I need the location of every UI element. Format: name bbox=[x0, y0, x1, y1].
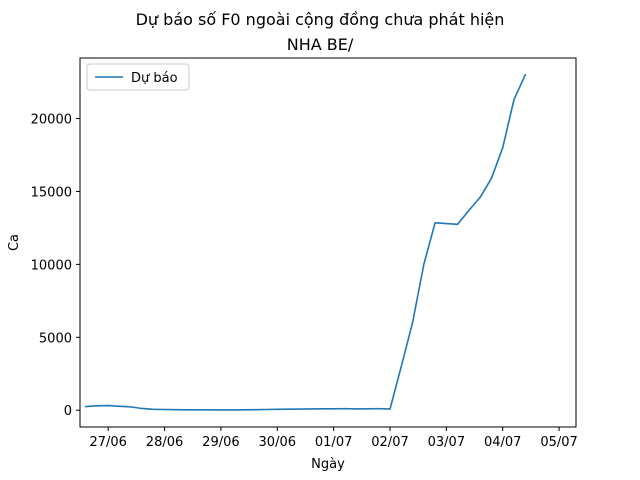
y-tick-label: 10000 bbox=[31, 258, 72, 273]
chart-title: Dự báo số F0 ngoài cộng đồng chưa phát h… bbox=[136, 10, 505, 29]
x-tick-label: 04/07 bbox=[484, 435, 521, 450]
chart-subtitle: NHA BE/ bbox=[287, 35, 354, 54]
x-tick-label: 27/06 bbox=[89, 435, 126, 450]
series-line-0 bbox=[84, 73, 527, 411]
x-tick-label: 02/07 bbox=[371, 435, 408, 450]
legend: Dự báo bbox=[86, 63, 190, 91]
x-axis-label: Ngày bbox=[311, 457, 345, 472]
y-tick-label: 15000 bbox=[31, 185, 72, 200]
y-axis-ticks: 0 5000 10000 15000 20000 bbox=[31, 113, 80, 419]
x-tick-label: 30/06 bbox=[259, 435, 296, 450]
x-tick-label: 29/06 bbox=[202, 435, 239, 450]
x-tick-label: 03/07 bbox=[428, 435, 465, 450]
y-tick-label: 0 bbox=[64, 404, 72, 419]
y-tick-label: 20000 bbox=[31, 113, 72, 128]
y-tick-label: 5000 bbox=[39, 331, 72, 346]
x-axis-ticks: 27/06 28/06 29/06 30/06 01/07 02/07 03/07 04/07… bbox=[89, 427, 578, 450]
x-tick-label: 05/07 bbox=[540, 435, 577, 450]
x-tick-label: 01/07 bbox=[315, 435, 352, 450]
x-tick-label: 28/06 bbox=[146, 435, 183, 450]
legend-label: Dự báo bbox=[131, 71, 178, 86]
y-axis-label: Ca bbox=[7, 234, 22, 251]
legend-box bbox=[86, 63, 190, 91]
plot-area bbox=[84, 73, 527, 411]
plot-frame bbox=[79, 57, 577, 428]
